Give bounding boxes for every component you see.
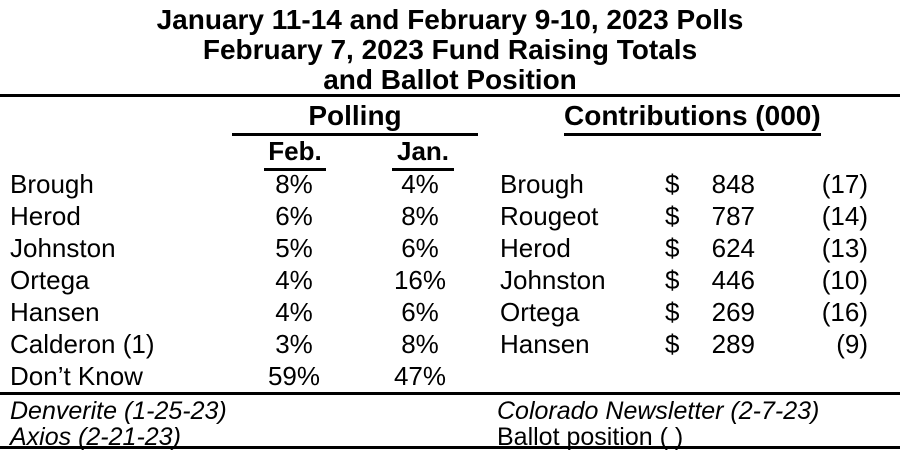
amount-value: 848 — [711, 169, 755, 199]
contribution-row: Hansen $ 289 (9) — [500, 329, 868, 361]
amount-value: 446 — [711, 265, 755, 295]
currency-symbol: $ — [665, 201, 680, 231]
bottom-rule — [0, 446, 900, 449]
feb-poll-value: 3% — [275, 329, 313, 359]
ballot-position-value: (16) — [821, 297, 868, 327]
feb-poll-value: 59% — [267, 361, 321, 391]
candidate-name: Brough — [500, 169, 584, 199]
currency-symbol: $ — [665, 297, 680, 327]
ballot-position-value: (13) — [821, 233, 868, 263]
feb-poll-value: 4% — [275, 297, 313, 327]
column-header-feb: Feb. — [264, 136, 326, 171]
candidate-name: Herod — [10, 201, 81, 231]
jan-poll-value: 6% — [401, 233, 439, 263]
amount-value: 269 — [711, 297, 755, 327]
amount-value: 787 — [711, 201, 755, 231]
currency-symbol: $ — [665, 329, 680, 359]
currency-symbol: $ — [665, 169, 680, 199]
feb-poll-value: 8% — [275, 169, 313, 199]
polling-table: Brough 8% 4% Herod 6% 8% Johnston 5% 6% … — [10, 169, 484, 393]
feb-poll-value: 6% — [275, 201, 313, 231]
ballot-position-value: (17) — [821, 169, 868, 199]
currency-symbol: $ — [665, 265, 680, 295]
title-line-polls: January 11-14 and February 9-10, 2023 Po… — [156, 4, 744, 35]
poll-row: Calderon (1) 3% 8% — [10, 329, 484, 361]
contribution-amount: $ 269 — [665, 297, 755, 329]
candidate-name: Ortega — [10, 265, 90, 295]
ballot-position-value: (14) — [821, 201, 868, 231]
polling-section-header: Polling — [232, 100, 478, 136]
poll-row: Brough 8% 4% — [10, 169, 484, 201]
contribution-amount: $ 289 — [665, 329, 755, 361]
contribution-row: Brough $ 848 (17) — [500, 169, 868, 201]
feb-poll-value: 4% — [275, 265, 313, 295]
title-line-fundraising: February 7, 2023 Fund Raising Totals — [202, 34, 698, 65]
contributions-table: Brough $ 848 (17) Rougeot $ 787 (14) Her… — [500, 169, 868, 361]
candidate-name: Brough — [10, 169, 94, 199]
candidate-name: Herod — [500, 233, 571, 263]
column-header-jan: Jan. — [392, 136, 454, 171]
candidate-name: Hansen — [10, 297, 100, 327]
jan-poll-value: 16% — [393, 265, 447, 295]
ballot-position-value: (10) — [821, 265, 868, 295]
poll-row: Don’t Know 59% 47% — [10, 361, 484, 393]
source-axios: Axios (2-21-23) — [10, 423, 181, 450]
poll-row: Hansen 4% 6% — [10, 297, 484, 329]
candidate-name: Calderon (1) — [10, 329, 155, 359]
contribution-amount: $ 848 — [665, 169, 755, 201]
source-notes-left: Denverite (1-25-23) Axios (2-21-23) — [10, 398, 227, 450]
candidate-name: Don’t Know — [10, 361, 143, 391]
poll-row: Ortega 4% 16% — [10, 265, 484, 297]
ballot-position-value: (9) — [836, 329, 868, 359]
mid-rule — [0, 392, 900, 395]
source-colorado-newsletter: Colorado Newsletter (2-7-23) — [497, 397, 820, 425]
amount-value: 624 — [711, 233, 755, 263]
jan-poll-value: 47% — [393, 361, 447, 391]
ballot-position-legend: Ballot position ( ) — [497, 423, 684, 450]
candidate-name: Hansen — [500, 329, 590, 359]
candidate-name: Ortega — [500, 297, 580, 327]
contributions-section-header: Contributions (000) — [564, 100, 821, 136]
contribution-row: Rougeot $ 787 (14) — [500, 201, 868, 233]
title-line-ballot: and Ballot Position — [323, 64, 577, 95]
candidate-name: Rougeot — [500, 201, 599, 231]
jan-poll-value: 8% — [401, 329, 439, 359]
contribution-amount: $ 624 — [665, 233, 755, 265]
feb-poll-value: 5% — [275, 233, 313, 263]
top-rule — [0, 94, 900, 97]
contribution-row: Herod $ 624 (13) — [500, 233, 868, 265]
page-title: January 11-14 and February 9-10, 2023 Po… — [0, 5, 900, 95]
jan-poll-value: 6% — [401, 297, 439, 327]
jan-poll-value: 8% — [401, 201, 439, 231]
amount-value: 289 — [711, 329, 755, 359]
poll-row: Herod 6% 8% — [10, 201, 484, 233]
candidate-name: Johnston — [500, 265, 606, 295]
contribution-amount: $ 787 — [665, 201, 755, 233]
contribution-row: Johnston $ 446 (10) — [500, 265, 868, 297]
poll-row: Johnston 5% 6% — [10, 233, 484, 265]
contribution-row: Ortega $ 269 (16) — [500, 297, 868, 329]
source-denverite: Denverite (1-25-23) — [10, 397, 227, 425]
contribution-amount: $ 446 — [665, 265, 755, 297]
source-notes-right: Colorado Newsletter (2-7-23) Ballot posi… — [497, 398, 819, 450]
jan-poll-value: 4% — [401, 169, 439, 199]
candidate-name: Johnston — [10, 233, 116, 263]
currency-symbol: $ — [665, 233, 680, 263]
